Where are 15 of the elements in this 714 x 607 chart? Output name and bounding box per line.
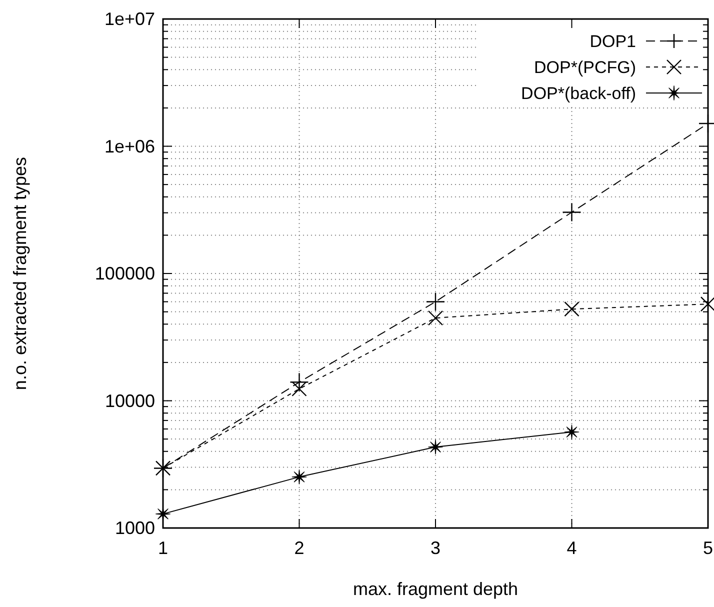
x-tick-label: 3 <box>430 538 441 558</box>
x-tick-label: 1 <box>158 538 168 558</box>
x-tick-label: 5 <box>702 538 714 558</box>
x-axis-title: max. fragment depth <box>352 579 518 599</box>
legend-label: DOP1 <box>590 32 636 51</box>
y-tick-label: 1e+07 <box>104 9 155 29</box>
legend-label: DOP*(back-off) <box>521 84 636 103</box>
y-tick-label: 10000 <box>104 390 155 411</box>
y-tick-label: 100000 <box>94 264 155 284</box>
legend-label: DOP*(PCFG) <box>534 58 636 77</box>
y-tick-label: 1e+06 <box>104 136 155 156</box>
x-tick-label: 2 <box>294 538 304 558</box>
x-tick-label: 4 <box>566 538 577 558</box>
y-axis-title: n.o. extracted fragment types <box>10 156 30 390</box>
y-tick-label: 1000 <box>114 518 155 538</box>
